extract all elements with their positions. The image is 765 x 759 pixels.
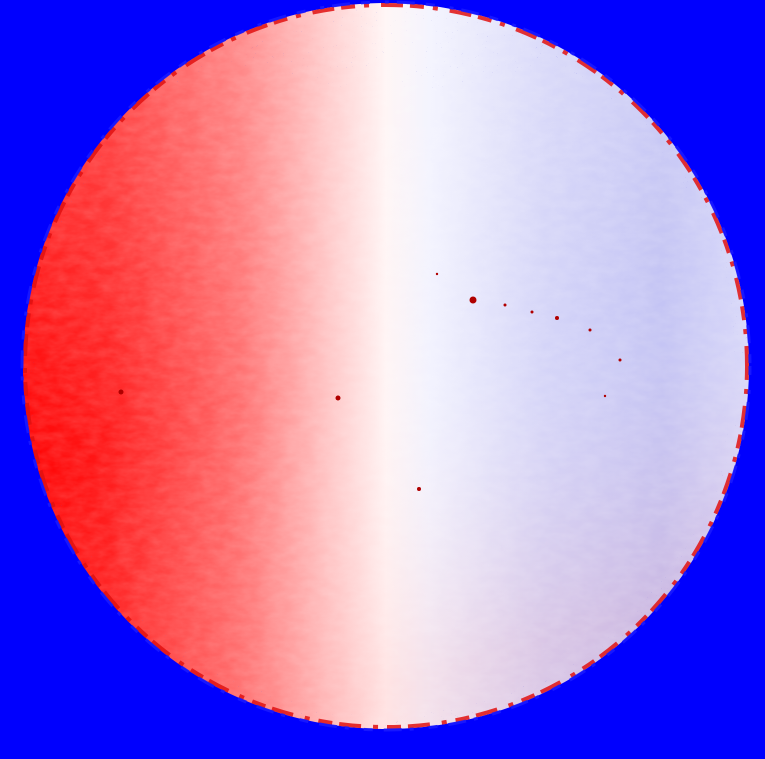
spots <box>118 272 622 491</box>
limb-rim-red <box>23 3 749 729</box>
limb-noise <box>23 3 749 729</box>
limb-rim-blue <box>20 0 752 732</box>
disk <box>23 3 749 729</box>
